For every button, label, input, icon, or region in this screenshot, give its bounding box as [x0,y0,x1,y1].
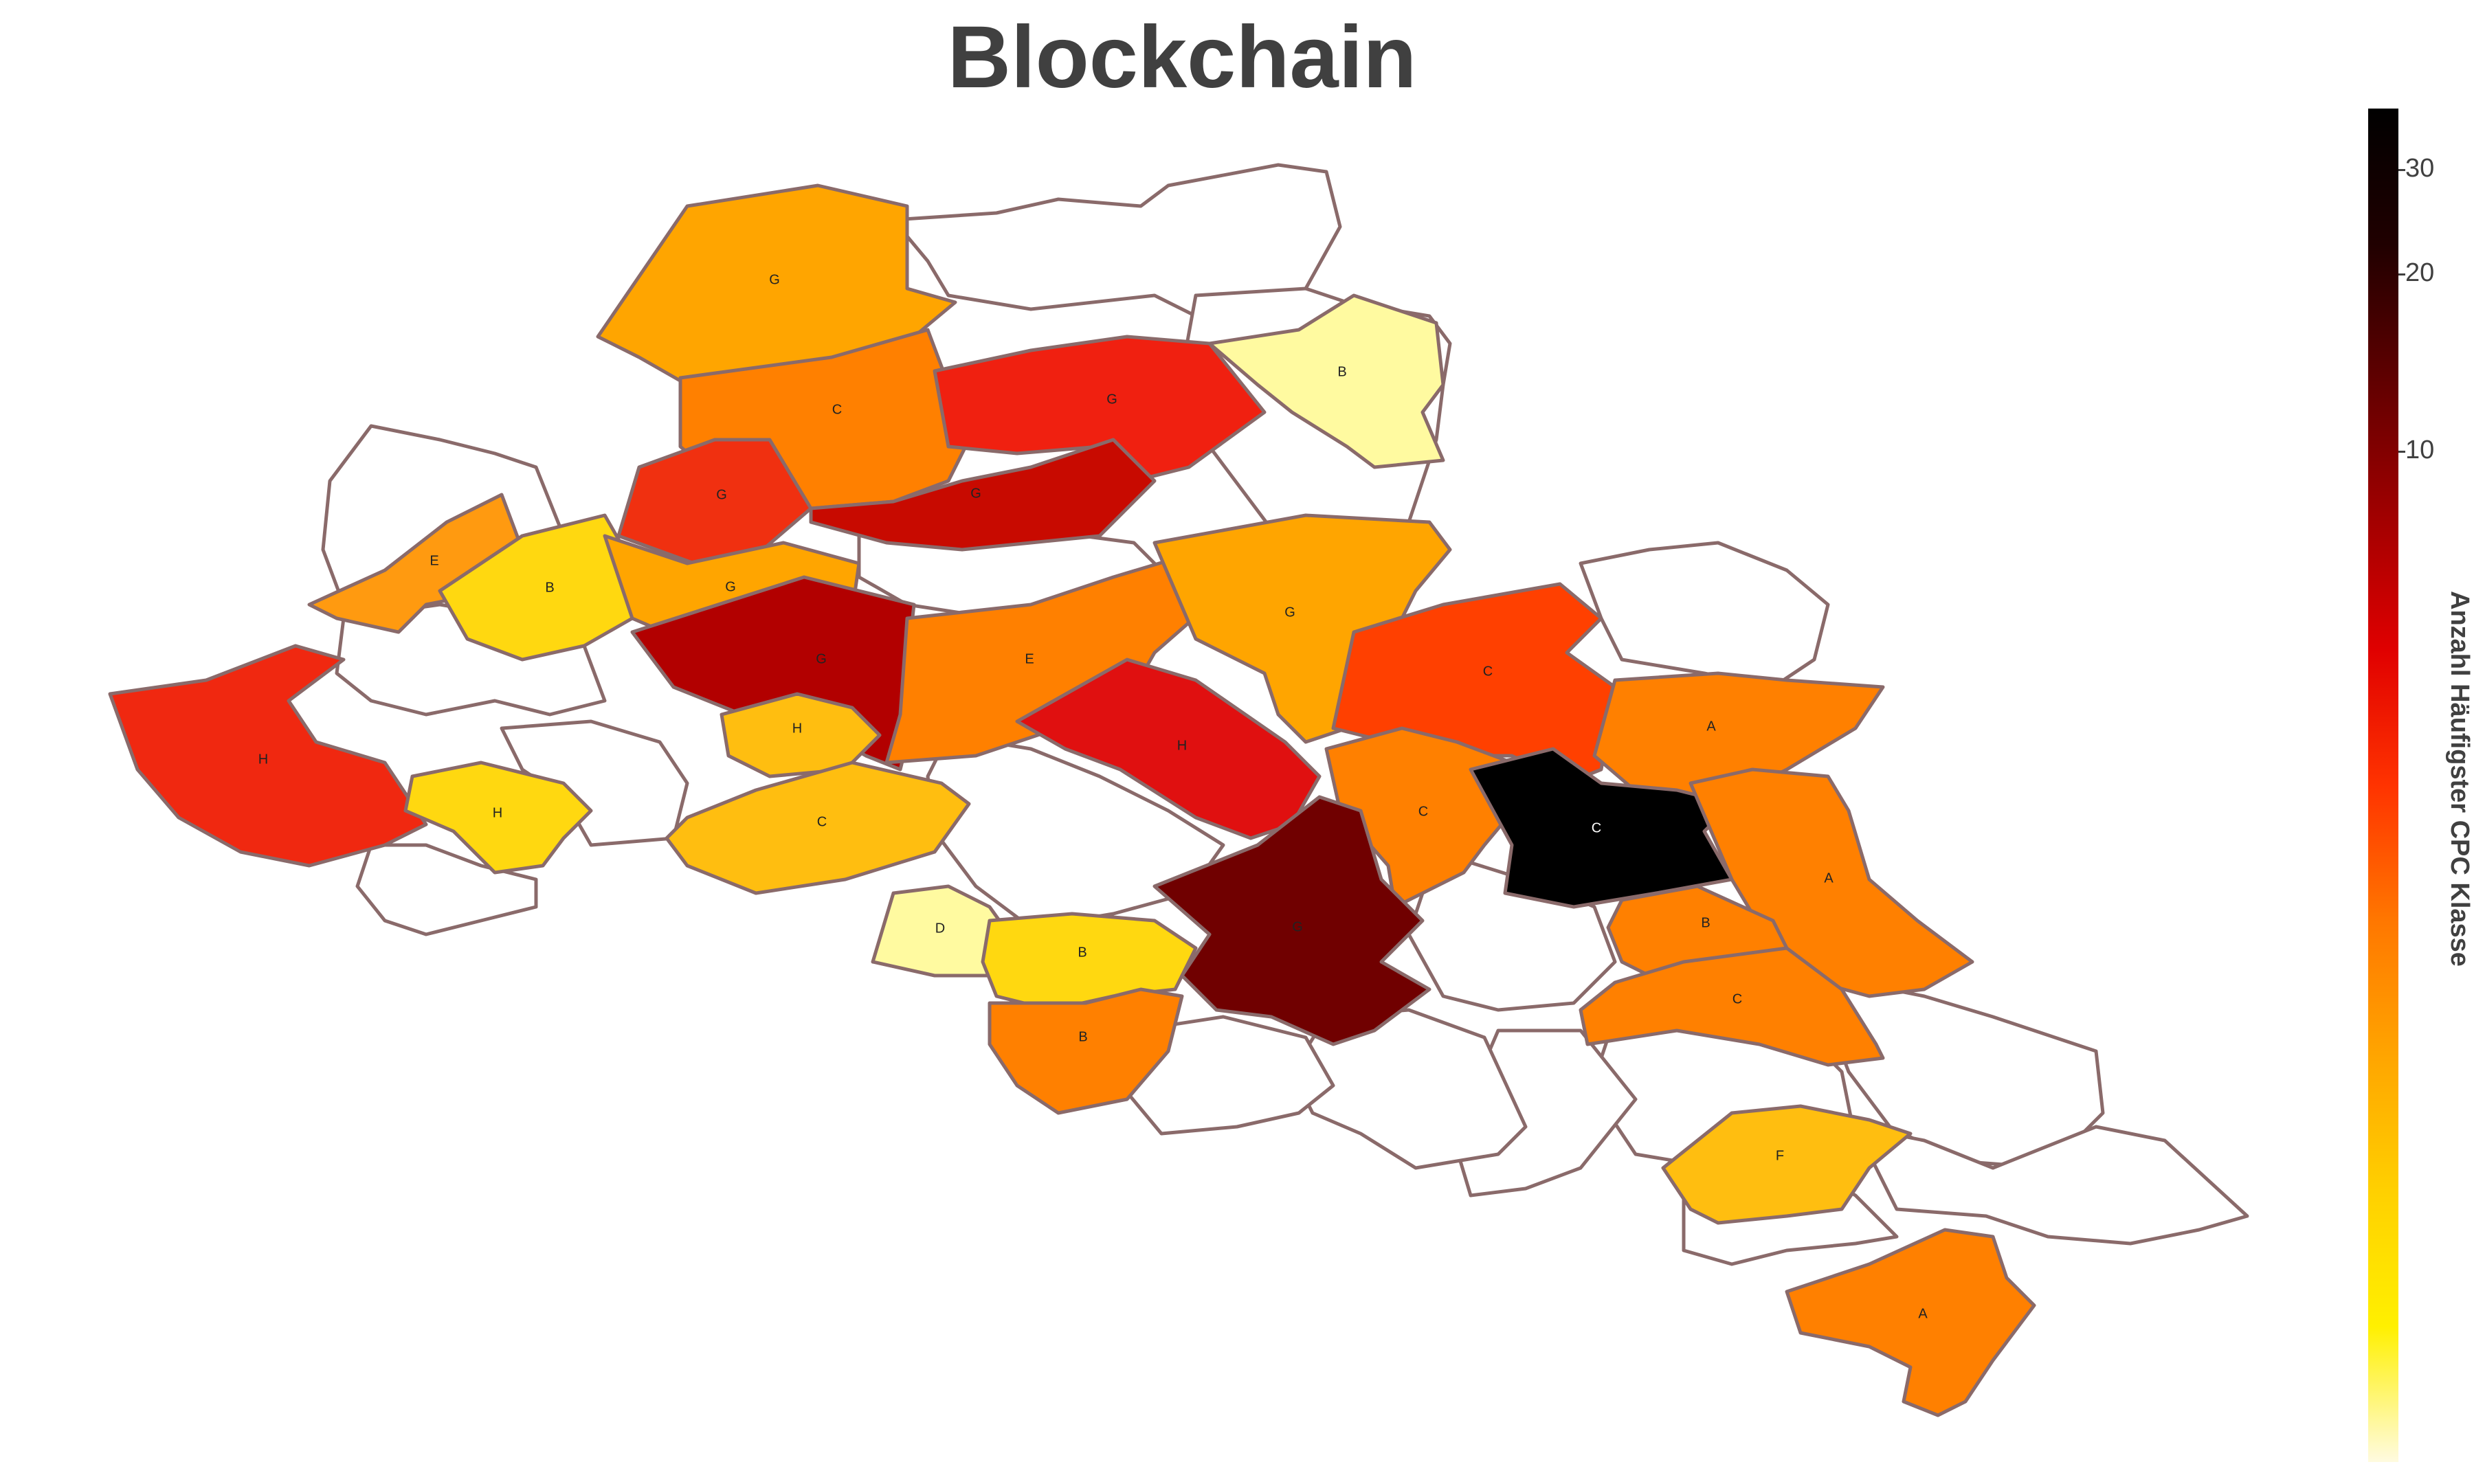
region-label-10: E [1025,651,1034,666]
region-label-0: G [769,272,780,287]
map-title: Blockchain [947,8,1417,106]
region-label-28: F [1776,1148,1784,1163]
region-label-9: G [816,651,827,666]
region-empty[interactable] [355,843,538,936]
region-14[interactable] [720,692,882,778]
region-label-19: C [1418,804,1428,819]
region-label-25: B [1078,1029,1087,1044]
region-empty[interactable] [1579,541,1830,689]
region-24[interactable] [1152,795,1431,1046]
region-empty[interactable] [1125,1015,1335,1136]
region-label-22: D [935,921,945,936]
region-18[interactable] [665,761,971,895]
region-label-26: B [1701,915,1710,930]
colorbar-tick-30: 30 [2405,154,2435,183]
colorbar-tick-20: 20 [2405,258,2435,287]
colorbar-tickmark [2398,169,2405,171]
colorbar [2368,109,2398,1462]
region-20[interactable] [1469,747,1734,909]
region-label-5: G [970,486,981,501]
colorbar-tickmark [2398,273,2405,276]
region-label-29: A [1918,1306,1928,1321]
region-28[interactable] [1661,1104,1913,1225]
region-label-6: E [430,553,438,568]
colorbar-title: Anzahl Häufigster CPC Klasse [2445,591,2474,967]
region-label-3: B [1337,364,1346,379]
region-label-11: G [1284,605,1295,620]
region-label-1: C [832,402,842,417]
region-empty[interactable] [891,163,1342,325]
region-label-27: C [1732,991,1742,1007]
choropleth-map: G C G B G G E B G G E G C H H H A H C C … [108,163,2249,1417]
region-29[interactable] [1785,1228,2036,1417]
region-label-24: G [1292,919,1303,934]
region-label-21: A [1824,870,1834,886]
region-label-14: H [792,721,802,736]
region-label-23: B [1078,945,1086,960]
region-3[interactable] [1207,293,1445,469]
region-label-13: H [258,752,268,767]
region-27[interactable] [1579,946,1885,1067]
region-label-4: G [716,487,727,502]
region-25[interactable] [988,987,1184,1115]
region-17[interactable] [403,761,593,875]
region-empty[interactable] [1853,1125,2249,1246]
region-13[interactable] [108,644,428,868]
region-label-7: B [545,580,554,595]
region-label-17: H [493,805,502,820]
region-2[interactable] [933,335,1267,483]
region-label-16: A [1706,719,1716,734]
region-label-18: C [817,814,827,829]
colorbar-tick-10: 10 [2405,436,2435,464]
region-4[interactable] [616,438,813,565]
region-label-15: H [1177,738,1187,753]
region-16[interactable] [1592,671,1885,806]
region-label-2: G [1106,392,1117,407]
region-label-8: G [725,579,736,594]
region-5[interactable] [809,438,1157,552]
region-label-20: C [1592,820,1601,835]
region-label-12: C [1483,664,1493,679]
colorbar-tickmark [2398,451,2405,453]
